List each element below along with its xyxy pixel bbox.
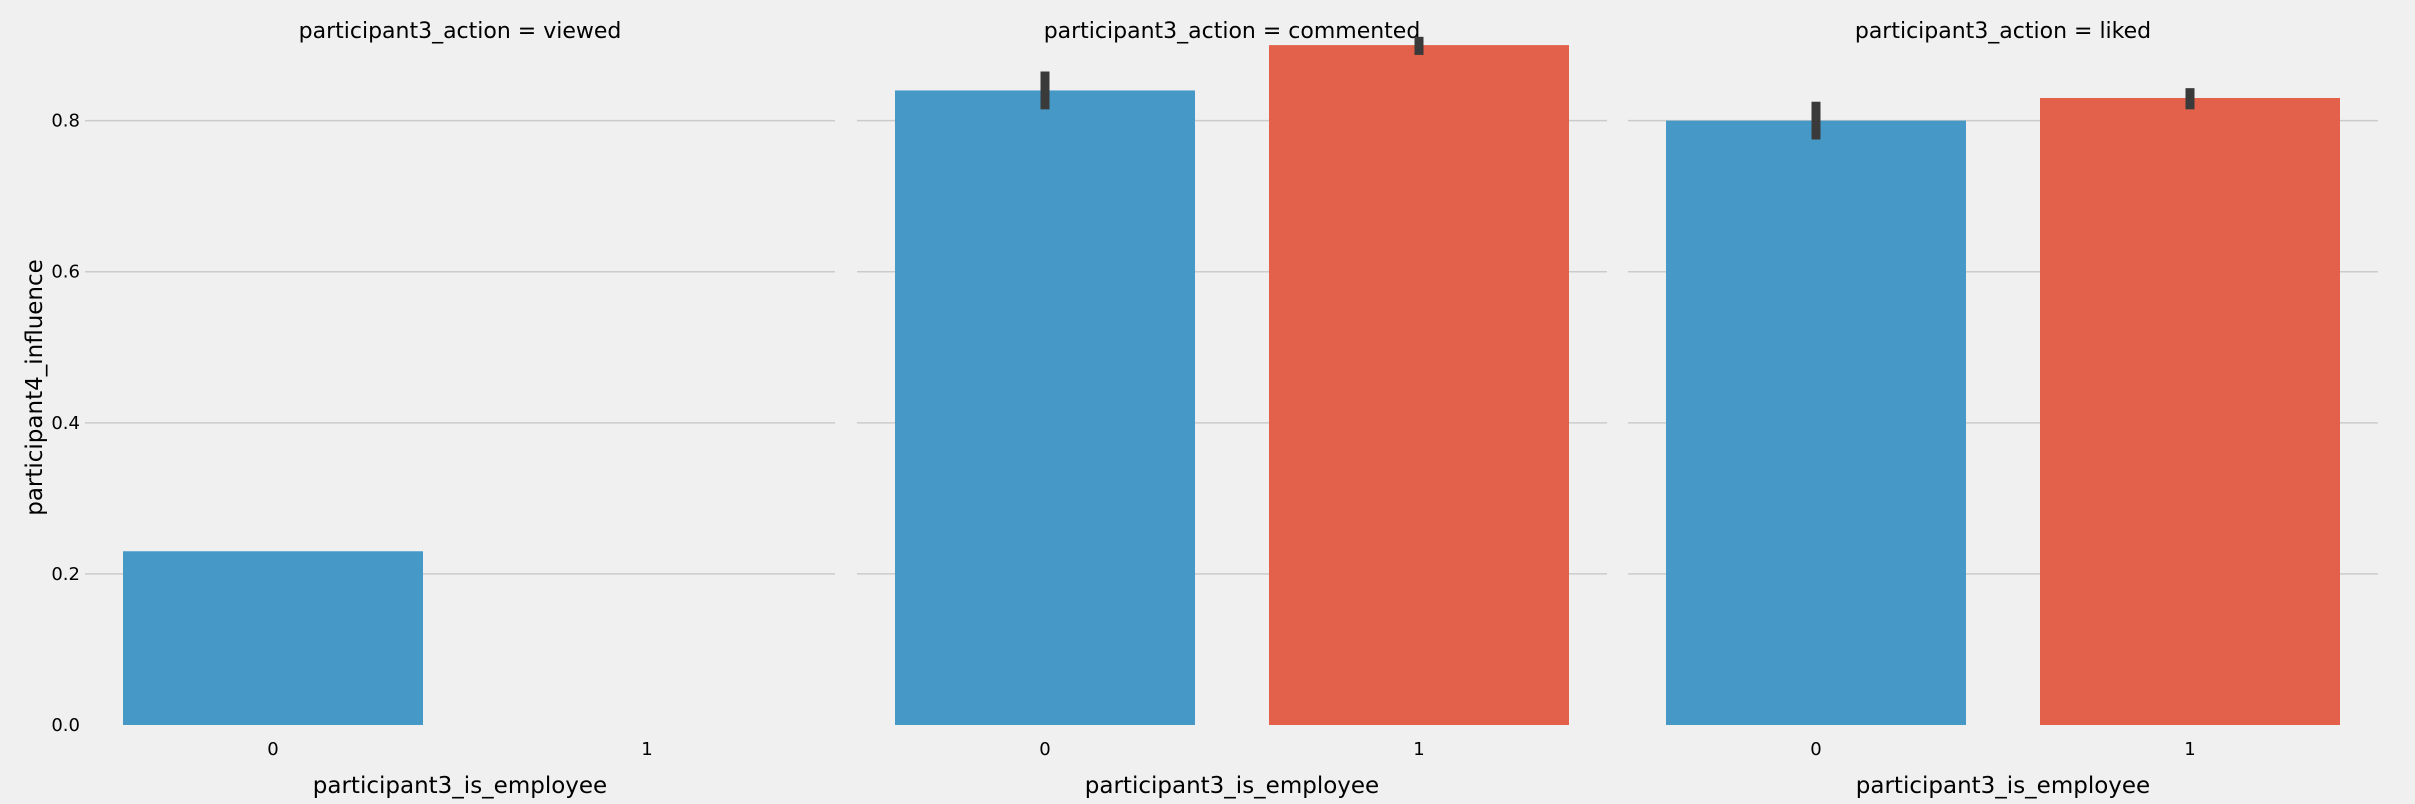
x-tick-label: 0	[1810, 739, 1821, 760]
x-tick-label: 0	[267, 739, 278, 760]
bar	[1666, 120, 1966, 726]
panel-title: participant3_action = viewed	[299, 19, 622, 44]
bar	[123, 551, 423, 725]
y-axis-label: participant4_influence	[22, 259, 48, 516]
x-tick-label: 0	[1039, 739, 1050, 760]
bar	[895, 90, 1195, 725]
y-tick-label: 0.6	[51, 262, 80, 283]
x-tick-label: 1	[1413, 739, 1424, 760]
y-tick-label: 0.2	[51, 564, 80, 585]
panel-title: participant3_action = liked	[1855, 19, 2151, 44]
y-tick-label: 0.4	[51, 413, 80, 434]
bar	[1269, 45, 1569, 725]
x-tick-label: 1	[641, 739, 652, 760]
panel-title: participant3_action = commented	[1044, 19, 1421, 44]
bar	[2040, 97, 2340, 725]
y-tick-label: 0.8	[51, 111, 80, 132]
x-axis-label: participant3_is_employee	[1085, 773, 1379, 799]
x-tick-label: 1	[2184, 739, 2195, 760]
x-axis-label: participant3_is_employee	[313, 773, 607, 799]
y-tick-label: 0.0	[51, 715, 80, 736]
x-axis-label: participant3_is_employee	[1856, 773, 2150, 799]
